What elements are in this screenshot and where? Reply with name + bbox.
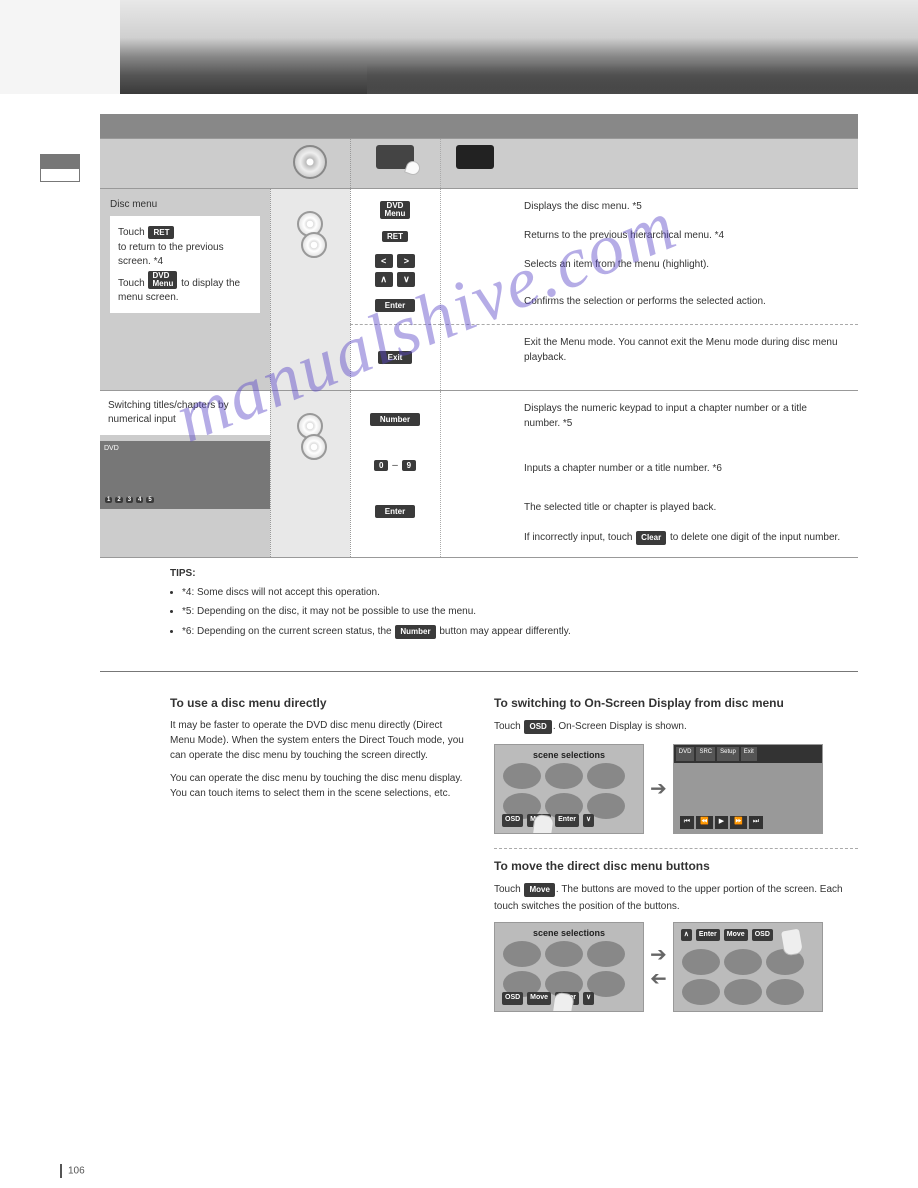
osd-button[interactable]: OSD [524, 720, 551, 734]
clear-button[interactable]: Clear [636, 531, 666, 545]
lower-left: To use a disc menu directly It may be fa… [170, 694, 470, 1026]
down-button[interactable]: ∨ [583, 992, 594, 1005]
col-disc-header [270, 138, 350, 188]
operations-table: Disc menu Touch RET to return to the pre… [100, 114, 858, 558]
col-remote-header [440, 138, 510, 188]
up-button[interactable]: ∧ [681, 929, 692, 942]
move-button[interactable]: Move [527, 992, 551, 1005]
enter-button[interactable]: Enter [555, 814, 579, 827]
main-content: Disc menu Touch RET to return to the pre… [0, 94, 918, 1050]
lower-left-heading: To use a disc menu directly [170, 694, 470, 712]
col-touch-header [350, 138, 440, 188]
figure-scene-menu: scene selections OSD Move Enter ∨ [494, 744, 644, 834]
enter-button[interactable]: Enter [696, 929, 720, 942]
osd-button[interactable]: OSD [502, 814, 523, 827]
page-banner [0, 0, 918, 94]
figure-pair-osd: scene selections OSD Move Enter ∨ ➔ [494, 744, 858, 834]
exit-button[interactable]: Exit [378, 351, 413, 364]
page-footer: 106 [60, 1164, 85, 1178]
op-card: Touch RET to return to the previous scre… [110, 216, 260, 313]
tip-4: *4: Some discs will not accept this oper… [182, 585, 858, 600]
osd-button[interactable]: OSD [502, 992, 523, 1005]
disc-icon [293, 145, 327, 179]
op-numeric: Switching titles/chapters by numerical i… [100, 390, 270, 557]
op-title: Disc menu [110, 199, 260, 210]
tips-block: TIPS: *4: Some discs will not accept thi… [100, 558, 858, 653]
right-a-heading: To switching to On-Screen Display from d… [494, 694, 858, 712]
move-button[interactable]: Move [524, 883, 554, 897]
disc-icon [301, 232, 327, 258]
digit-9-button[interactable]: 9 [402, 460, 416, 471]
remote-cell-1a [440, 188, 510, 324]
right-b-heading: To move the direct disc menu buttons [494, 857, 858, 875]
touchpanel-icon [376, 145, 414, 169]
figure-move-after: ∧ Enter Move OSD [673, 922, 823, 1012]
op-thumb: DVD 12345 [100, 441, 270, 509]
op-discmenu: Disc menu Touch RET to return to the pre… [100, 188, 270, 390]
touch-cell-2: Number 0 – 9 Enter [350, 390, 440, 557]
disc-icon [301, 434, 327, 460]
digit-0-button[interactable]: 0 [374, 460, 388, 471]
tips-heading: TIPS: [170, 566, 858, 581]
arrow-left-icon: ➔ [650, 969, 667, 989]
osd-button[interactable]: OSD [752, 929, 773, 942]
tip-5: *5: Depending on the disc, it may not be… [182, 604, 858, 619]
touch-cell-1a: DVDMenu RET < > ∧ ∨ Enter [350, 188, 440, 324]
col-operation-header [100, 138, 270, 188]
down-button[interactable]: ∨ [397, 272, 415, 287]
remote-cell-1b [440, 324, 510, 390]
col-action-header [510, 138, 858, 188]
finger-icon [780, 927, 804, 956]
lower-section: To use a disc menu directly It may be fa… [100, 690, 858, 1030]
figure-move-before: scene selections OSD Move Enter ∨ [494, 922, 644, 1012]
number-button[interactable]: Number [395, 625, 435, 639]
tip-6: *6: Depending on the current screen stat… [182, 623, 858, 641]
enter-button[interactable]: Enter [375, 299, 415, 312]
move-button[interactable]: Move [724, 929, 748, 942]
figure-osd: DVDSRCSetupExit ⏮⏪▶⏩⏭ [673, 744, 823, 834]
left-button[interactable]: < [375, 254, 393, 268]
dvdmenu-button[interactable]: DVD Menu [148, 271, 177, 289]
lower-right: To switching to On-Screen Display from d… [494, 694, 858, 1026]
right-button[interactable]: > [397, 254, 415, 268]
touch-cell-1b: Exit [350, 324, 440, 390]
dvdmenu-button[interactable]: DVDMenu [380, 201, 411, 219]
action-cell-1a: Displays the disc menu. *5 Returns to th… [510, 188, 858, 324]
ret-button[interactable]: RET [148, 226, 174, 239]
arrow-right-icon: ➔ [650, 945, 667, 965]
number-button[interactable]: Number [370, 413, 420, 426]
down-button[interactable]: ∨ [583, 814, 594, 827]
figure-pair-move: scene selections OSD Move Enter ∨ ➔ [494, 922, 858, 1012]
section-divider [100, 671, 858, 672]
action-cell-2: Displays the numeric keypad to input a c… [510, 390, 858, 557]
up-button[interactable]: ∧ [375, 272, 393, 287]
remote-screen-icon [456, 145, 494, 169]
arrow-right-icon: ➔ [650, 779, 667, 799]
disc-cell-1 [270, 188, 350, 390]
side-tab [40, 154, 80, 182]
action-cell-1b: Exit the Menu mode. You cannot exit the … [510, 324, 858, 390]
ret-button[interactable]: RET [382, 231, 408, 242]
remote-cell-2 [440, 390, 510, 557]
enter-button[interactable]: Enter [375, 505, 415, 518]
page-number: 106 [68, 1166, 85, 1177]
disc-cell-2 [270, 390, 350, 557]
